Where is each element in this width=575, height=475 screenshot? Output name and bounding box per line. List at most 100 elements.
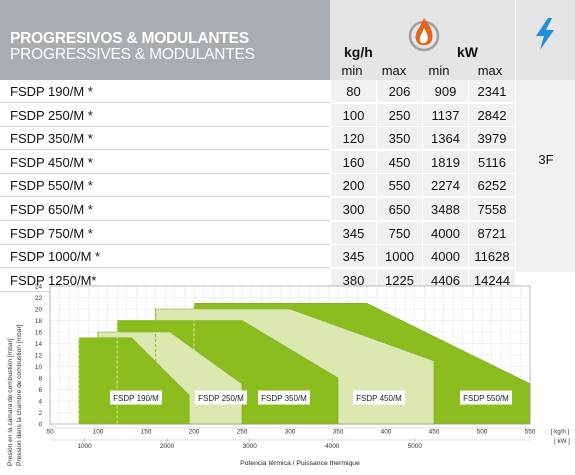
series-label: FSDP 350/M [261,394,307,403]
y-axis-title: Presión en la cámara de combustión [mbar… [0,280,30,475]
x-tick-label: 50 [46,429,54,436]
y-tick-label: 20 [35,306,43,313]
model-name: FSDP 1000/M * [0,245,330,269]
table-row: FSDP 250/M * 100 250 1137 2842 [0,103,575,127]
series-label: FSDP 190/M [113,394,159,403]
cell-kw-max: 6252 [468,174,515,198]
sub-power-min: min [428,63,450,78]
x-tick-label: 150 [141,429,152,436]
model-name: FSDP 250/M * [0,103,330,127]
series-label-box [353,390,405,405]
model-name: FSDP 190/M * [0,80,330,103]
cell-kgh-min: 200 [330,174,376,198]
cell-kw-max: 7558 [468,198,515,221]
table-row: FSDP 450/M * 160 450 1819 5116 [0,150,575,174]
series-label-box [110,390,162,405]
x2-tick-label: 4000 [325,443,340,450]
header-title-block: PROGRESIVOS & MODULANTES PROGRESSIVES & … [0,0,330,80]
cell-kgh-min: 300 [330,198,376,221]
y-axis-title-line2: Pression dans la chambre de combustion [… [16,324,23,466]
flame-icon [408,18,440,52]
cell-kgh-min: 80 [330,80,376,103]
lightning-bolt-icon [536,18,554,50]
y-tick-label: 2 [38,410,42,417]
x-tick-label: 550 [525,429,536,436]
cell-kgh-max: 1000 [376,245,422,269]
cell-kw-min: 1364 [422,127,468,151]
sub-power-max: max [477,63,503,78]
y-tick-label: 14 [35,341,43,348]
table-row: FSDP 190/M * 80 206 909 2341 [0,80,575,103]
model-name: FSDP 350/M * [0,127,330,151]
x-tick-label: 250 [237,429,248,436]
cell-kgh-max: 550 [376,174,422,198]
cell-kw-max: 2842 [468,103,515,127]
table-row: FSDP 1000/M * 345 1000 4000 11628 [0,245,575,269]
y-tick-label: 10 [35,364,43,371]
unit-flow: kg/h [344,44,373,60]
series-label: FSDP 450/M [356,394,402,403]
cell-kgh-min: 120 [330,127,376,151]
title-spanish: PROGRESIVOS & MODULANTES [10,30,249,47]
voltage-cell: 3F [515,80,575,272]
x-tick-label: 100 [93,429,104,436]
table-row: FSDP 550/M * 200 550 2274 6252 [0,174,575,198]
x-tick-label: 400 [381,429,392,436]
cell-kw-max: 8721 [468,221,515,245]
plot-border [49,285,531,425]
cell-kw-min: 1137 [422,103,468,127]
y-tick-label: 6 [38,387,42,394]
cell-kgh-max: 650 [376,198,422,221]
x2-tick-label: 5000 [408,443,423,450]
x-tick-label: 500 [477,429,488,436]
cell-kgh-max: 350 [376,127,422,151]
table-row: FSDP 350/M * 120 350 1364 3979 [0,127,575,151]
model-name: FSDP 750/M * [0,221,330,245]
y-tick-label: 12 [35,352,43,359]
x-axis-unit-kw: [ kW ] [554,438,570,445]
cell-kw-min: 4000 [422,245,468,269]
cell-kgh-max: 250 [376,103,422,127]
model-name: FSDP 650/M * [0,198,330,221]
cell-kw-max: 5116 [468,150,515,174]
x-axis-unit-kgh: [ kg/h ] [551,429,570,436]
x-tick-label: 200 [189,429,200,436]
y-tick-label: 18 [35,318,43,325]
y-tick-label: 24 [35,283,43,290]
model-name: FSDP 450/M * [0,150,330,174]
y-axis-title-line1: Presión en la cámara de combustión [mbar… [7,338,14,466]
cell-kw-min: 3488 [422,198,468,221]
cell-kw-min: 909 [422,80,468,103]
cell-kgh-min: 160 [330,150,376,174]
series-label-box [258,390,310,405]
cell-kgh-max: 750 [376,221,422,245]
y-tick-label: 0 [38,421,42,428]
y-tick-label: 8 [38,375,42,382]
table-row: FSDP 650/M * 300 650 3488 7558 [0,198,575,221]
series-label-box [195,390,247,405]
sub-flow-max: max [381,63,407,78]
y-tick-label: 4 [38,398,42,405]
cell-kw-min: 2274 [422,174,468,198]
cell-kgh-max: 450 [376,150,422,174]
model-name: FSDP 550/M * [0,174,330,198]
series-label-box [460,390,512,405]
cell-kw-max: 3979 [468,127,515,151]
cell-kw-max: 11628 [468,245,515,269]
series-label: FSDP 250/M [198,394,244,403]
sub-flow-min: min [341,63,363,78]
voltage-value: 3F [538,152,554,167]
y-tick-label: 16 [35,329,43,336]
unit-power: kW [457,44,478,60]
cell-kgh-min: 345 [330,221,376,245]
table-header: PROGRESIVOS & MODULANTES PROGRESSIVES & … [0,0,575,80]
title-french: PROGRESSIVES & MODULANTES [10,46,255,63]
table-row: FSDP 750/M * 345 750 4000 8721 [0,221,575,245]
x-tick-label: 350 [333,429,344,436]
cell-kgh-max: 206 [376,80,422,103]
x2-tick-label: 3000 [243,443,258,450]
x2-tick-label: 1000 [77,443,92,450]
cell-kw-max: 2341 [468,80,515,103]
x-tick-label: 450 [429,429,440,436]
pressure-power-chart: FSDP 190/M FSDP 250/M FSDP 350/M FSDP 450/M… [35,283,570,467]
